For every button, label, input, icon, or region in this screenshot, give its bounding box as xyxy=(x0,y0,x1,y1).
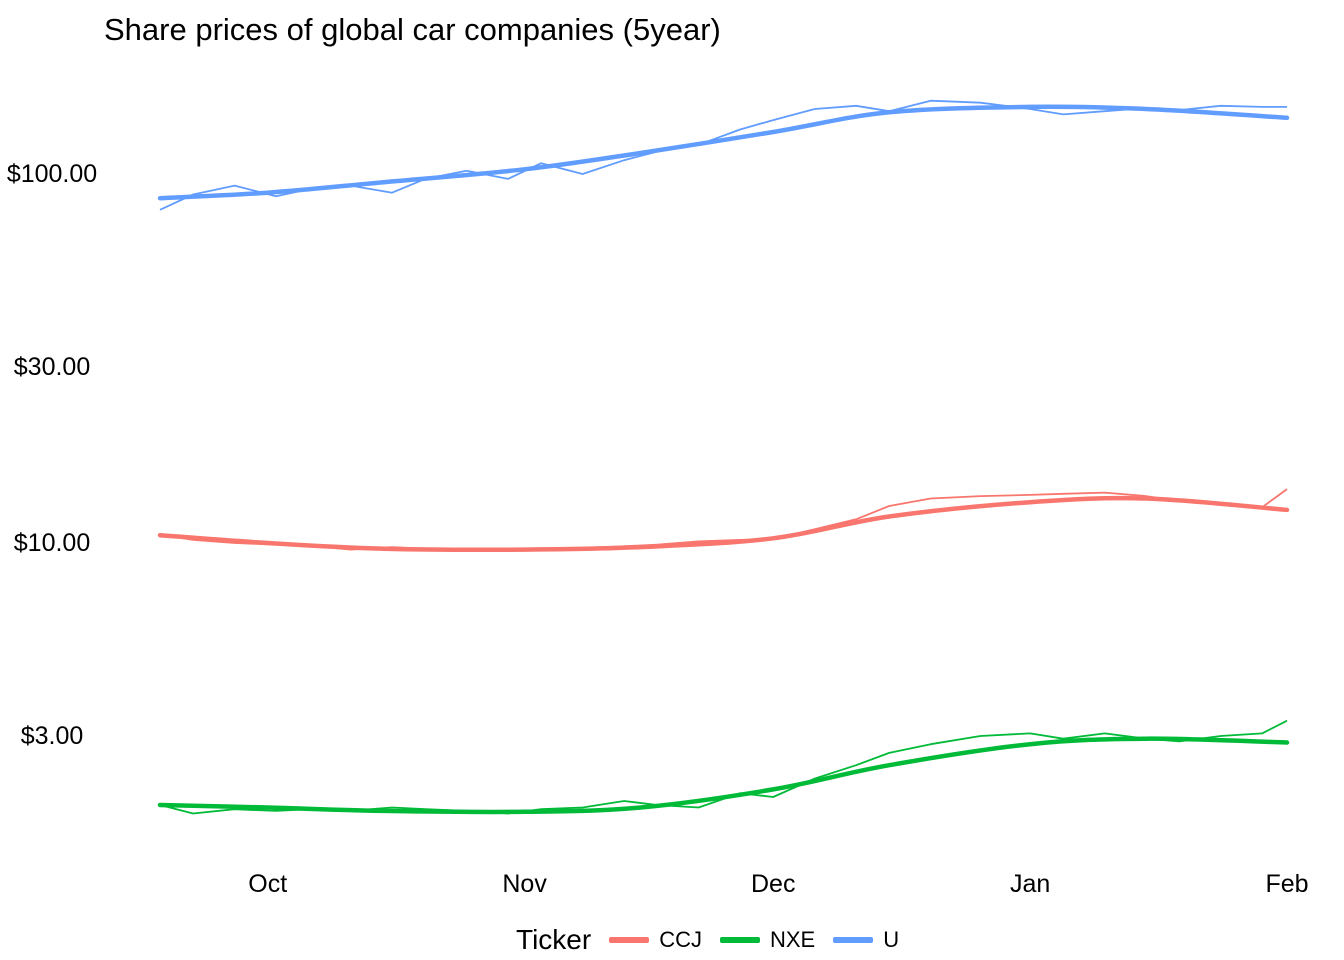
y-tick-label: $30.00 xyxy=(13,353,91,381)
trend-line-u xyxy=(157,104,1290,201)
chart-title: Share prices of global car companies (5y… xyxy=(104,12,721,47)
x-tick-label: Jan xyxy=(1009,870,1051,898)
trend-line-ccj xyxy=(157,495,1290,552)
trend-line-nxe xyxy=(157,736,1290,815)
legend-swatch xyxy=(719,937,760,943)
legend-swatch xyxy=(609,937,650,943)
x-tick-label: Feb xyxy=(1265,870,1309,898)
legend-item-nxe: NXE xyxy=(719,927,816,953)
y-tick-label: $10.00 xyxy=(13,529,91,557)
legend-swatch xyxy=(833,937,874,943)
legend-label: U xyxy=(883,927,900,952)
series-line-u xyxy=(159,99,1287,211)
x-tick-label: Oct xyxy=(248,870,288,898)
y-tick-label: $3.00 xyxy=(20,722,84,750)
x-tick-label: Nov xyxy=(502,870,547,898)
y-tick-label: $100.00 xyxy=(6,160,98,188)
legend-item-u: U xyxy=(833,927,899,953)
legend: Ticker CCJ NXE U xyxy=(516,920,907,960)
legend-item-ccj: CCJ xyxy=(609,927,702,953)
legend-label: CCJ xyxy=(659,927,702,952)
legend-label: NXE xyxy=(769,927,816,952)
legend-title: Ticker xyxy=(516,924,592,955)
x-tick-label: Dec xyxy=(750,870,796,898)
